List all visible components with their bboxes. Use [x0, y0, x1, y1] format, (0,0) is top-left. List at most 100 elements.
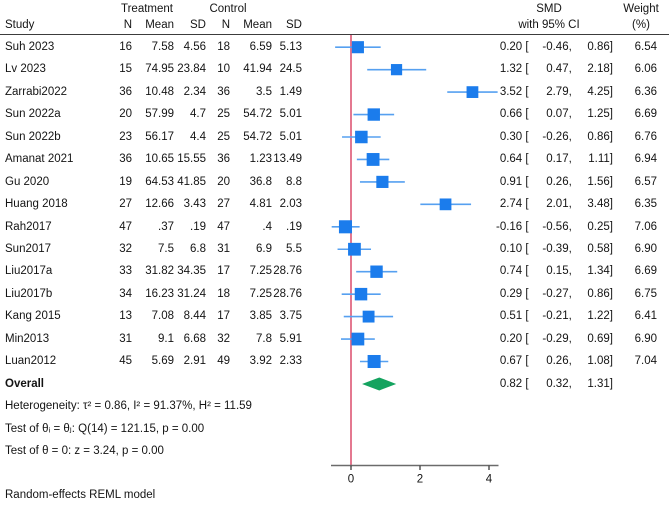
treatment-n: 27	[119, 198, 132, 211]
study-row: Sun 2022b 23 56.17 4.4 25 54.72 5.01 0.30 [-0.2…	[0, 126, 669, 148]
ci-lower: 0.26	[546, 175, 569, 188]
smd-ci-value: 0.20 [-0.46, 0.86]	[485, 36, 613, 58]
comma: ,	[568, 287, 572, 300]
treatment-mean: 7.08	[151, 310, 174, 323]
control-sd: 5.91	[279, 332, 302, 345]
treatment-mean: 7.58	[151, 40, 174, 53]
weight-value: 6.57	[634, 175, 657, 188]
treatment-mean: .37	[158, 220, 174, 233]
study-name: Amanat 2021	[5, 153, 74, 166]
comma: ,	[568, 198, 572, 211]
control-sd: 24.5	[279, 63, 302, 76]
weight-value: 6.90	[634, 332, 657, 345]
bracket-open: [	[522, 220, 529, 233]
control-n: 25	[217, 130, 230, 143]
weight-header-line2: (%)	[632, 19, 650, 31]
control-n: 17	[217, 265, 230, 278]
smd-ci-value: 0.20 [-0.29, 0.69]	[485, 328, 613, 350]
smd-estimate: 0.10	[499, 243, 523, 256]
smd-ci-value: 2.74 [2.01, 3.48]	[485, 193, 613, 215]
treatment-sd: 3.43	[183, 198, 206, 211]
smd-ci-value: 0.29 [-0.27, 0.86]	[485, 283, 613, 305]
weight-value: 6.69	[634, 108, 657, 121]
ci-upper: 0.58	[587, 243, 610, 256]
bracket-open: [	[522, 287, 529, 300]
bracket-close: ]	[609, 153, 613, 166]
bracket-open: [	[522, 377, 529, 390]
control-n: 36	[217, 153, 230, 166]
treatment-mean: 16.23	[145, 287, 174, 300]
ci-upper: 3.48	[587, 198, 610, 211]
treatment-mean: 10.48	[145, 85, 174, 98]
smd-estimate: 0.82	[499, 377, 523, 390]
control-sd: 28.76	[273, 265, 302, 278]
control-sd: 8.8	[286, 175, 302, 188]
smd-estimate: 0.30	[499, 130, 523, 143]
control-mean: 3.85	[249, 310, 272, 323]
bracket-close: ]	[609, 175, 613, 188]
treatment-mean-header: Mean	[145, 19, 174, 31]
treatment-mean: 12.66	[145, 198, 174, 211]
ci-upper: 4.25	[587, 85, 610, 98]
comma: ,	[568, 265, 572, 278]
study-row: Kang 2015 13 7.08 8.44 17 3.85 3.75 0.51 [-0.21…	[0, 305, 669, 327]
smd-ci-value: 0.67 [0.26, 1.08]	[485, 350, 613, 372]
control-n: 10	[217, 63, 230, 76]
smd-ci-value: 0.66 [0.07, 1.25]	[485, 103, 613, 125]
study-row: Liu2017a 33 31.82 34.35 17 7.25 28.76 0.74 [0.1…	[0, 260, 669, 282]
smd-ci-value: 0.51 [-0.21, 1.22]	[485, 305, 613, 327]
smd-estimate: 0.91	[499, 175, 523, 188]
smd-ci-value: 0.64 [0.17, 1.11]	[485, 148, 613, 170]
bracket-open: [	[522, 310, 529, 323]
control-mean: 7.25	[249, 287, 272, 300]
control-n: 18	[217, 40, 230, 53]
treatment-n: 20	[119, 108, 132, 121]
weight-value: 6.35	[634, 198, 657, 211]
study-name: Sun 2022b	[5, 130, 61, 143]
comma: ,	[568, 310, 572, 323]
comma: ,	[568, 63, 572, 76]
control-mean: 7.8	[256, 332, 272, 345]
treatment-n: 15	[119, 63, 132, 76]
study-row: Min2013 31 9.1 6.68 32 7.8 5.91 0.20 [-0.29, 0.6…	[0, 328, 669, 350]
smd-estimate: 2.74	[499, 198, 523, 211]
study-name: Sun 2022a	[5, 108, 61, 121]
control-n: 27	[217, 198, 230, 211]
ci-upper: 0.86	[587, 130, 610, 143]
weight-value: 6.41	[634, 310, 657, 323]
smd-estimate: 1.32	[499, 63, 523, 76]
treatment-sd-header: SD	[190, 19, 206, 31]
control-mean: 3.92	[249, 355, 272, 368]
weight-value: 6.36	[634, 85, 657, 98]
study-row: Gu 2020 19 64.53 41.85 20 36.8 8.8 0.91 [0.26, 1…	[0, 171, 669, 193]
model-note: Random-effects REML model	[5, 489, 156, 501]
control-sd-header: SD	[286, 19, 302, 31]
treatment-sd: 23.84	[177, 63, 206, 76]
ci-upper: 1.25	[587, 108, 610, 121]
bracket-close: ]	[609, 310, 613, 323]
control-mean: 3.5	[256, 85, 272, 98]
treatment-sd: 8.44	[183, 310, 206, 323]
treatment-n: 19	[119, 175, 132, 188]
treatment-sd: 2.34	[183, 85, 206, 98]
study-name: Liu2017a	[5, 265, 53, 278]
x-tick-label: 4	[486, 474, 493, 486]
ci-upper: 1.11	[588, 153, 610, 166]
ci-lower: -0.29	[542, 332, 569, 345]
control-sd: 13.49	[273, 153, 302, 166]
treatment-sd: 6.68	[183, 332, 206, 345]
treatment-mean: 5.69	[151, 355, 174, 368]
weight-header-line1: Weight	[623, 3, 659, 15]
bracket-close: ]	[609, 40, 613, 53]
weight-value: 6.76	[634, 130, 657, 143]
study-row: Amanat 2021 36 10.65 15.55 36 1.23 13.49 0.64 […	[0, 148, 669, 170]
treatment-mean: 74.95	[145, 63, 174, 76]
bracket-open: [	[522, 130, 529, 143]
smd-ci-value: 0.74 [0.15, 1.34]	[485, 260, 613, 282]
bracket-open: [	[522, 85, 529, 98]
study-row: Zarrabi2022 36 10.48 2.34 36 3.5 1.49 3.52 [2.7…	[0, 81, 669, 103]
control-sd: 1.49	[279, 85, 302, 98]
study-name: Sun2017	[5, 243, 52, 256]
ci-upper: 1.08	[587, 355, 610, 368]
smd-ci-value: 1.32 [0.47, 2.18]	[485, 58, 613, 80]
